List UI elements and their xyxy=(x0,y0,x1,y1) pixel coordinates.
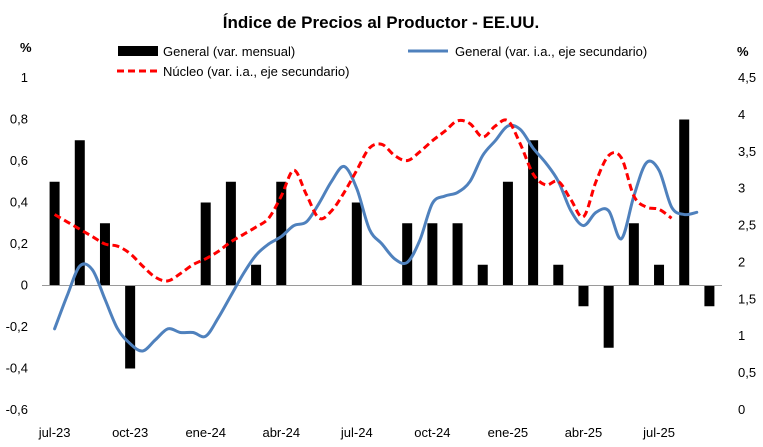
bar xyxy=(351,202,362,286)
bar xyxy=(452,223,463,286)
x-tick-label: oct-23 xyxy=(112,425,148,440)
bar xyxy=(654,264,665,286)
bar xyxy=(276,181,287,286)
legend-swatch-bar xyxy=(118,46,158,56)
left-tick-label: 0,6 xyxy=(10,153,28,168)
bar xyxy=(74,140,85,286)
left-tick-label: -0,4 xyxy=(6,361,28,376)
bar xyxy=(704,285,715,307)
bar xyxy=(402,223,413,286)
bar xyxy=(251,264,262,286)
right-tick-label: 2,5 xyxy=(738,218,756,233)
bar xyxy=(225,181,236,286)
bar xyxy=(477,264,488,286)
right-axis-unit: % xyxy=(737,44,749,59)
right-tick-label: 3,5 xyxy=(738,144,756,159)
bar xyxy=(679,119,690,286)
bar xyxy=(200,202,211,286)
x-tick-label: abr-24 xyxy=(262,425,300,440)
right-tick-label: 2 xyxy=(738,254,745,269)
bar xyxy=(125,285,136,369)
x-tick-label: jul-24 xyxy=(340,425,373,440)
x-axis-ticks: jul-23 oct-23 ene-24 abr-24 jul-24 oct-24 ene-… xyxy=(38,425,675,440)
x-tick-label: ene-25 xyxy=(488,425,528,440)
bar xyxy=(99,223,110,286)
bar xyxy=(427,223,438,286)
x-tick-label: ene-24 xyxy=(185,425,225,440)
left-tick-label: 0,8 xyxy=(10,112,28,127)
bar xyxy=(553,264,564,286)
right-tick-label: 4 xyxy=(738,107,745,122)
left-tick-label: 1 xyxy=(21,70,28,85)
bar xyxy=(528,140,539,286)
bar xyxy=(49,181,60,286)
bar-series xyxy=(49,119,715,369)
right-tick-label: 4,5 xyxy=(738,70,756,85)
line-nucleo-yoy xyxy=(53,118,673,283)
legend-label-bar: General (var. mensual) xyxy=(163,44,295,59)
left-tick-label: 0,2 xyxy=(10,236,28,251)
left-tick-label: 0 xyxy=(21,278,28,293)
bar xyxy=(603,285,614,348)
right-axis-ticks: 0 0,5 1 1,5 2 2,5 3 3,5 4 4,5 xyxy=(738,70,756,417)
chart-title: Índice de Precios al Productor - EE.UU. xyxy=(223,13,539,32)
bar xyxy=(502,181,513,286)
left-tick-label: 0,4 xyxy=(10,195,28,210)
right-tick-label: 1,5 xyxy=(738,291,756,306)
left-tick-label: -0,6 xyxy=(6,402,28,417)
right-tick-label: 0 xyxy=(738,402,745,417)
x-tick-label: abr-25 xyxy=(565,425,603,440)
right-tick-label: 0,5 xyxy=(738,365,756,380)
left-axis-unit: % xyxy=(20,40,32,55)
x-tick-label: jul-25 xyxy=(642,425,675,440)
line-general-yoy xyxy=(53,123,699,353)
bar xyxy=(628,223,639,286)
left-tick-label: -0,2 xyxy=(6,319,28,334)
right-tick-label: 3 xyxy=(738,181,745,196)
legend-label-general: General (var. i.a., eje secundario) xyxy=(455,44,647,59)
legend: General (var. mensual) General (var. i.a… xyxy=(117,44,647,79)
left-axis-ticks: -0,6 -0,4 -0,2 0 0,2 0,4 0,6 0,8 1 xyxy=(6,70,28,417)
x-tick-label: oct-24 xyxy=(414,425,450,440)
bar xyxy=(578,285,589,307)
x-tick-label: jul-23 xyxy=(38,425,71,440)
right-tick-label: 1 xyxy=(738,328,745,343)
legend-label-nucleo: Núcleo (var. i.a., eje secundario) xyxy=(163,64,349,79)
line-series xyxy=(53,118,699,353)
